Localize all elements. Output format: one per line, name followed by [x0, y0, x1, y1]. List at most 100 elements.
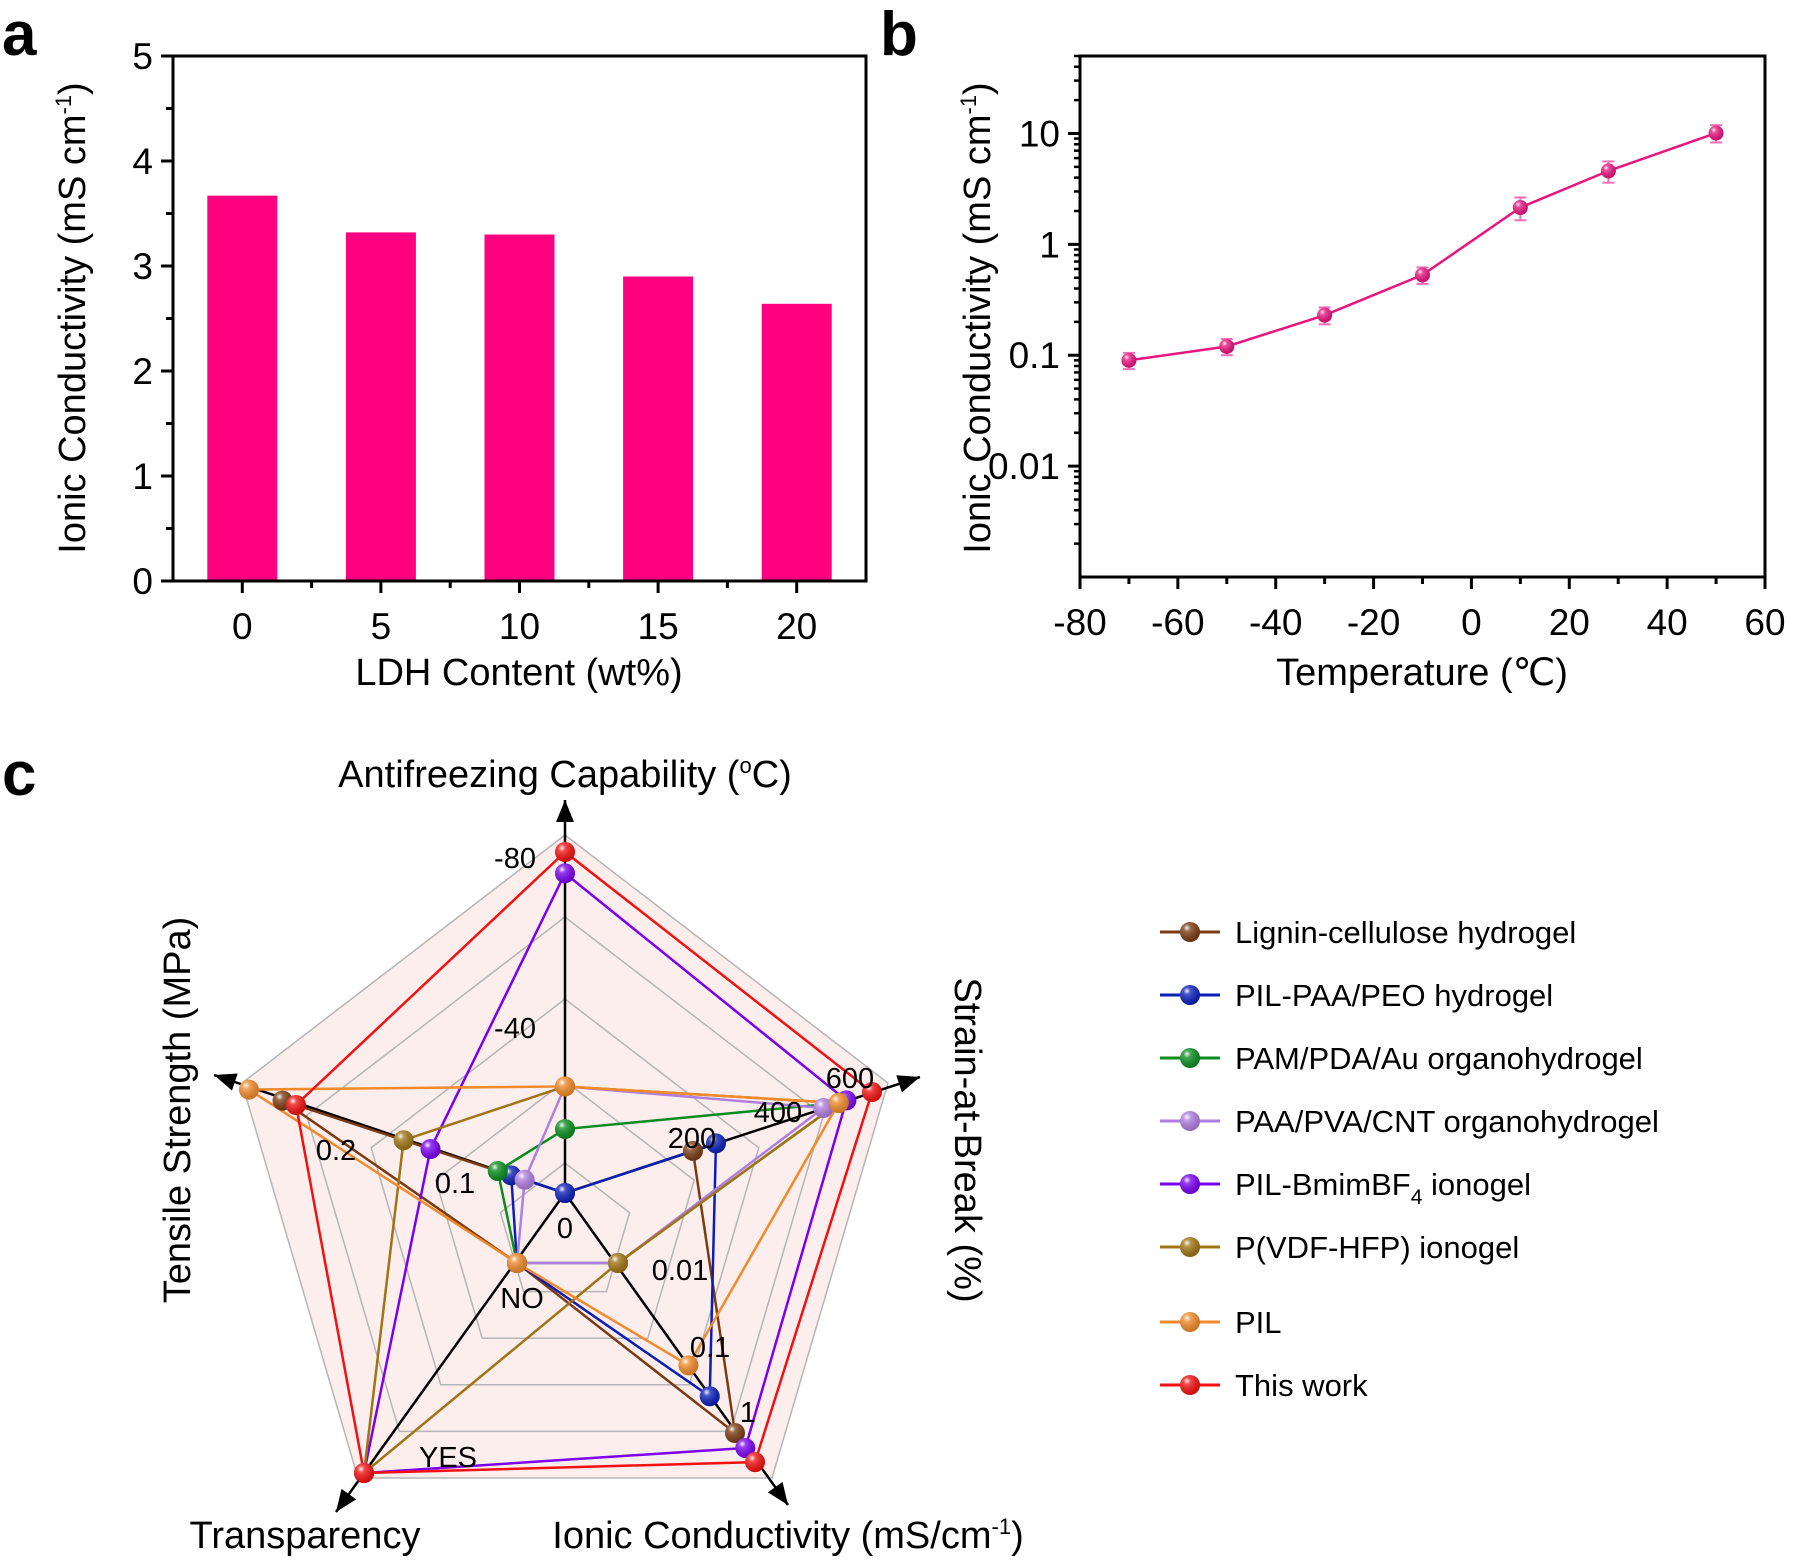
legend-item: This work	[1160, 1368, 1368, 1403]
y-tick-label: 1	[132, 456, 153, 497]
radar-data-point	[678, 1355, 699, 1376]
legend-label-main: PIL-BmimBF	[1235, 1167, 1411, 1202]
x-tick-label: -20	[1347, 602, 1400, 643]
radar-tick-label: 0.2	[316, 1135, 356, 1167]
panel-c-radar-chart: c -80 -40 0 600 400 200 0.01 0.1 1 NO YES 0.2 0.1 An…	[2, 740, 1659, 1557]
radar-tick-label: 200	[668, 1123, 716, 1155]
arrowhead-icon	[767, 1481, 788, 1505]
radar-tick-label: YES	[419, 1442, 477, 1474]
legend-item: PIL-PAA/PEO hydrogel	[1160, 978, 1553, 1013]
legend-marker-icon	[1180, 985, 1200, 1005]
x-tick-label: -40	[1249, 602, 1302, 643]
radar-tick-label: 600	[826, 1063, 874, 1095]
marker-shine	[699, 1386, 720, 1407]
legend: Lignin-cellulose hydrogel PIL-PAA/PEO hyd…	[1160, 915, 1659, 1403]
x-tick-label: 60	[1744, 602, 1785, 643]
marker-shine	[1180, 1237, 1200, 1257]
series-line	[1128, 131, 1717, 362]
marker-shine	[1180, 1312, 1200, 1332]
radar-tick-labels: -80 -40 0 600 400 200 0.01 0.1 1 NO YES 0.2 0.1	[316, 843, 874, 1474]
radar-tick-label: 0.1	[690, 1332, 730, 1364]
radar-series-line	[515, 1085, 825, 1265]
x-tick-label: -80	[1053, 602, 1106, 643]
data-point	[1600, 163, 1616, 179]
legend-label-tail: ionogel	[1422, 1167, 1531, 1202]
legend-marker-icon	[1180, 1237, 1200, 1257]
legend-label: PIL-BmimBF4 ionogel	[1235, 1167, 1531, 1209]
radar-data-point	[735, 1437, 756, 1458]
panel-b-line-chart: b -80 -60 -40 -20 0 20 40 60 0.01 0.1 1 10 Temperat…	[880, 0, 1786, 694]
legend-label: P(VDF-HFP) ionogel	[1235, 1230, 1519, 1265]
data-point	[1708, 125, 1724, 141]
marker-shine	[487, 1161, 508, 1181]
y-tick-label: 2	[132, 351, 153, 392]
line-series	[1121, 124, 1724, 371]
legend-label-main: PIL	[1235, 1305, 1282, 1340]
radar-data-point	[862, 1082, 882, 1102]
marker-shine	[813, 1097, 834, 1118]
y-tick-label: 10	[1019, 113, 1060, 154]
radar-data-point	[745, 1452, 766, 1473]
bar	[761, 303, 832, 581]
radar-data-point	[354, 1463, 374, 1483]
marker-shine	[286, 1095, 306, 1115]
marker-shine	[1708, 125, 1724, 141]
radar-tick-label: -40	[494, 1013, 536, 1045]
radar-axis-title-transparency: Transparency	[190, 1515, 421, 1557]
x-tick-label: 40	[1647, 602, 1688, 643]
legend-item: PIL	[1160, 1305, 1282, 1340]
x-tick-label: 20	[776, 606, 817, 647]
y-tick-label: 1	[1039, 224, 1060, 265]
radar-data-point	[507, 1253, 527, 1273]
radar-data-point	[705, 1133, 726, 1154]
marker-shine	[1121, 352, 1137, 368]
y-tick-label: 0.1	[1009, 335, 1060, 376]
legend-marker-icon	[1180, 1375, 1200, 1395]
legend-item: PAM/PDA/Au organohydrogel	[1160, 1041, 1643, 1076]
marker-shine	[1180, 985, 1200, 1005]
radar-data-point	[699, 1386, 720, 1407]
radar-series-line	[362, 872, 848, 1475]
radar-series-line	[247, 1085, 840, 1367]
bar	[623, 276, 694, 581]
x-tick-label: 0	[1461, 602, 1482, 643]
marker-shine	[725, 1423, 745, 1443]
marker-shine	[555, 842, 575, 862]
radar-tick-label: NO	[500, 1283, 544, 1315]
radar-data-point	[682, 1140, 703, 1161]
x-tick-label: 20	[1549, 602, 1590, 643]
axes-b: -80 -60 -40 -20 0 20 40 60 0.01 0.1 1 10	[988, 54, 1786, 643]
y-tick-label: 0	[132, 561, 153, 602]
bar	[345, 232, 416, 581]
legend-label-main: PAM/PDA/Au organohydrogel	[1235, 1041, 1643, 1076]
marker-shine	[555, 1119, 575, 1140]
radar-data-point	[420, 1139, 441, 1159]
marker-shine	[555, 1076, 575, 1097]
legend-item: PIL-BmimBF4 ionogel	[1160, 1167, 1531, 1209]
marker-shine	[1180, 1174, 1200, 1194]
legend-marker-icon	[1180, 1312, 1200, 1332]
arrowhead-icon	[556, 800, 574, 822]
x-axis-title-a: LDH Content (wt%)	[355, 652, 682, 694]
legend-marker-icon	[1180, 1174, 1200, 1194]
marker-shine	[393, 1130, 414, 1151]
arrowhead-icon	[336, 1488, 357, 1512]
radar-data-point	[828, 1092, 849, 1113]
legend-label: This work	[1235, 1368, 1368, 1403]
y-axis-title-b: Ionic Conductivity (mS cm-1)	[956, 82, 999, 553]
x-tick-label: 0	[232, 606, 253, 647]
y-axis-title-a: Ionic Conductivity (mS cm-1)	[51, 82, 94, 553]
legend-item: Lignin-cellulose hydrogel	[1160, 915, 1576, 950]
radar-tick-label: 0.01	[652, 1255, 708, 1287]
radar-data-point	[555, 842, 575, 862]
radar-data-point	[238, 1079, 259, 1100]
marker-shine	[705, 1133, 726, 1154]
legend-label-main: Lignin-cellulose hydrogel	[1235, 915, 1576, 950]
radar-axis-title-conductivity: Ionic Conductivity (mS/cm-1)	[552, 1514, 1023, 1557]
marker-shine	[354, 1463, 374, 1483]
radar-data-point	[608, 1253, 628, 1273]
panel-label-c: c	[2, 740, 36, 809]
x-tick-label: 5	[371, 606, 392, 647]
legend-marker-icon	[1180, 1111, 1200, 1131]
legend-label: Lignin-cellulose hydrogel	[1235, 915, 1576, 950]
